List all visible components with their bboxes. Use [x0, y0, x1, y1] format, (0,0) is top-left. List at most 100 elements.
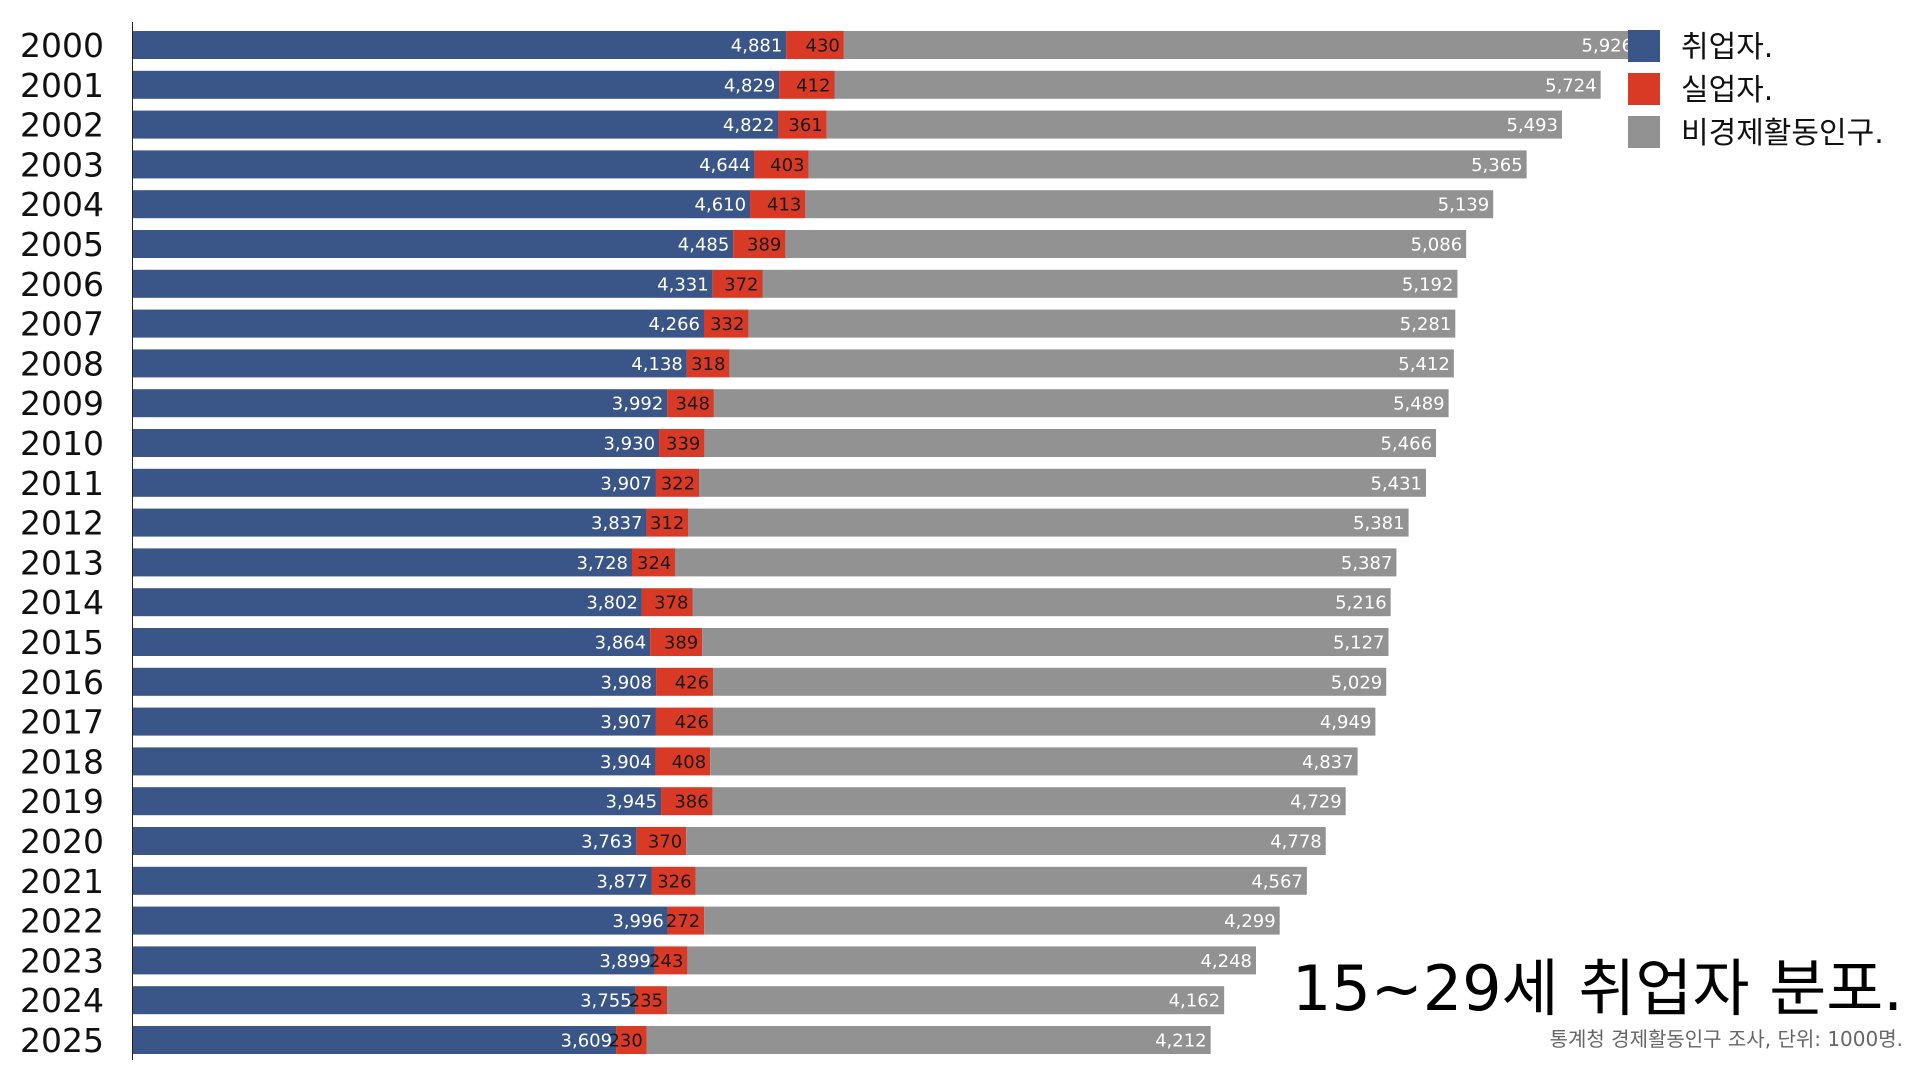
bar-inactive [729, 349, 1454, 378]
bar-label-unemployed: 332 [710, 314, 744, 335]
bar-unemployed [750, 190, 806, 219]
year-label: 2016 [20, 663, 104, 702]
bar-employed [133, 747, 656, 776]
bar-employed [133, 508, 647, 537]
bar-label-inactive: 5,086 [1411, 235, 1463, 256]
bar-employed [133, 150, 755, 179]
bar-label-inactive: 5,926 [1582, 36, 1634, 57]
legend-swatch-employed [1628, 30, 1660, 62]
bar-employed [133, 230, 734, 258]
bar-label-inactive: 4,729 [1290, 792, 1342, 813]
bar-label-inactive: 4,567 [1251, 871, 1303, 892]
bar-label-inactive: 5,216 [1335, 593, 1387, 614]
bar-inactive [704, 906, 1280, 935]
bar-inactive [843, 31, 1638, 59]
bar-label-unemployed: 378 [654, 593, 688, 614]
bar-inactive [748, 309, 1456, 338]
bar-label-unemployed: 322 [661, 473, 695, 494]
bar-unemployed [655, 468, 700, 497]
year-label: 2019 [20, 782, 104, 821]
bar-label-employed: 3,996 [612, 911, 664, 932]
year-label: 2015 [20, 623, 104, 662]
year-label: 2001 [20, 66, 104, 105]
bar-inactive [808, 150, 1527, 179]
bar-employed [133, 349, 687, 378]
year-label: 2002 [20, 106, 104, 145]
bar-inactive [713, 667, 1387, 696]
bar-employed [133, 707, 656, 736]
year-label: 2011 [20, 464, 104, 503]
bar-inactive [687, 946, 1257, 975]
bar-label-employed: 3,945 [606, 792, 658, 813]
legend-label-unemployed: 실업자. [1681, 73, 1773, 108]
bar-label-unemployed: 403 [770, 155, 804, 176]
year-label: 2022 [20, 902, 104, 941]
bar-label-unemployed: 348 [676, 394, 710, 415]
bar-label-unemployed: 318 [691, 354, 725, 375]
bar-employed [133, 309, 705, 338]
bar-label-unemployed: 312 [650, 513, 684, 534]
bar-employed [133, 429, 660, 457]
bar-inactive [667, 986, 1225, 1015]
bar-inactive [710, 747, 1358, 776]
bar-unemployed [667, 389, 714, 418]
bar-label-employed: 4,485 [678, 235, 730, 256]
bar-employed [133, 866, 652, 895]
bar-label-inactive: 4,778 [1270, 832, 1322, 853]
bar-unemployed [631, 548, 676, 577]
legend-swatch-unemployed [1628, 73, 1660, 105]
bar-unemployed [654, 946, 688, 975]
bar-label-inactive: 5,724 [1545, 75, 1597, 96]
bar-unemployed [754, 150, 809, 179]
year-label: 2024 [20, 981, 104, 1020]
year-label: 2012 [20, 504, 104, 543]
bar-label-inactive: 5,381 [1353, 513, 1405, 534]
bar-employed [133, 389, 668, 418]
bar-label-employed: 4,331 [657, 274, 709, 295]
bar-unemployed [704, 309, 749, 338]
bar-label-inactive: 5,387 [1341, 553, 1393, 574]
bar-label-employed: 3,802 [586, 593, 638, 614]
bar-unemployed [616, 1026, 647, 1054]
bar-label-inactive: 5,192 [1402, 274, 1454, 295]
year-label: 2000 [20, 26, 104, 65]
bar-unemployed [686, 349, 730, 378]
bar-unemployed [779, 70, 835, 99]
bar-label-unemployed: 361 [788, 115, 822, 136]
bar-inactive [805, 190, 1494, 219]
bar-unemployed [650, 628, 703, 656]
bar-label-unemployed: 272 [666, 911, 700, 932]
bar-unemployed [655, 747, 711, 776]
bar-label-employed: 4,610 [695, 195, 747, 216]
bar-label-employed: 4,822 [723, 115, 775, 136]
bar-label-employed: 3,837 [591, 513, 643, 534]
bar-label-unemployed: 386 [674, 792, 708, 813]
bar-label-unemployed: 412 [796, 75, 830, 96]
year-label: 2009 [20, 384, 104, 423]
bar-employed [133, 906, 668, 935]
bar-label-unemployed: 230 [608, 1031, 642, 1052]
bar-label-inactive: 4,949 [1320, 712, 1372, 733]
bar-label-unemployed: 426 [675, 712, 709, 733]
legend-label-employed: 취업자. [1681, 30, 1773, 65]
year-label: 2005 [20, 225, 104, 264]
bar-unemployed [635, 986, 668, 1015]
year-label: 2021 [20, 862, 104, 901]
year-label: 2008 [20, 344, 104, 383]
bar-label-inactive: 4,212 [1155, 1031, 1207, 1052]
bar-label-unemployed: 426 [675, 672, 709, 693]
bar-employed [133, 588, 642, 617]
year-label: 2020 [20, 822, 104, 861]
bar-inactive [646, 1026, 1211, 1054]
bar-employed [133, 110, 779, 139]
legend-swatch-inactive [1628, 116, 1660, 148]
bar-label-unemployed: 389 [747, 235, 781, 256]
bar-inactive [785, 230, 1467, 258]
bar-label-inactive: 5,412 [1398, 354, 1450, 375]
bar-inactive [713, 389, 1449, 418]
bar-label-employed: 3,904 [600, 752, 652, 773]
bar-employed [133, 827, 637, 855]
bar-label-employed: 3,899 [599, 951, 651, 972]
bar-label-unemployed: 339 [666, 434, 700, 455]
bar-label-inactive: 4,837 [1302, 752, 1354, 773]
